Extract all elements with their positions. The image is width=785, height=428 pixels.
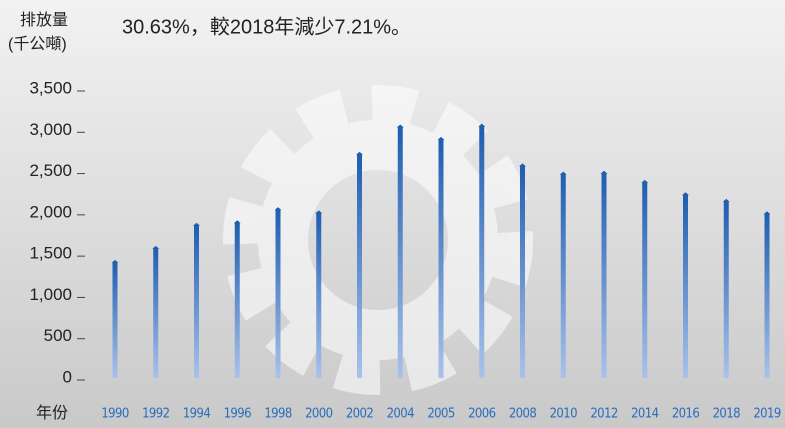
- x-tick-label: 2002: [346, 407, 374, 422]
- bar: [437, 136, 445, 378]
- x-tick-label: 2005: [427, 407, 455, 422]
- bar: [519, 163, 526, 378]
- bar: [356, 151, 363, 378]
- y-tick-label: 2,000: [29, 202, 72, 221]
- x-tick-label: 1998: [264, 407, 292, 422]
- x-tick-label: 2018: [713, 407, 741, 422]
- x-tick-label: 1996: [224, 407, 252, 422]
- bar: [233, 220, 241, 378]
- bar: [559, 171, 567, 378]
- chart-title: 30.63%，較2018年減少7.21%。: [122, 15, 411, 38]
- bar: [600, 170, 608, 378]
- bar: [682, 192, 689, 378]
- y-tick-label: 1,000: [29, 285, 72, 304]
- x-tick-label: 2019: [753, 407, 781, 422]
- gear-watermark: [223, 85, 533, 395]
- y-tick-label: 3,000: [29, 120, 72, 139]
- x-tick-label: 1994: [183, 407, 211, 422]
- x-tick-label: 2016: [672, 407, 700, 422]
- x-tick-label: 2004: [387, 407, 415, 422]
- bar: [478, 123, 486, 379]
- y-axis-label: (千公噸): [8, 35, 67, 53]
- x-tick-label: 2006: [468, 407, 496, 422]
- bar: [274, 207, 282, 378]
- x-tick-label: 1990: [101, 407, 129, 422]
- x-axis-label: 年份: [36, 404, 68, 422]
- bar: [763, 211, 771, 378]
- x-tick-label: 2000: [305, 407, 333, 422]
- y-tick-label: 0: [63, 367, 72, 386]
- y-axis-label: 排放量: [20, 11, 68, 29]
- bar: [152, 245, 160, 378]
- x-tick-label: 1992: [142, 407, 170, 422]
- x-tick-label: 2012: [590, 407, 618, 422]
- bar: [396, 124, 404, 379]
- bar: [111, 259, 119, 378]
- y-tick-label: 3,500: [29, 78, 72, 97]
- bar: [193, 222, 200, 378]
- bar: [641, 179, 649, 378]
- x-tick-label: 2008: [509, 407, 537, 422]
- x-tick-label: 2014: [631, 407, 659, 422]
- bar: [315, 210, 323, 378]
- bar: [722, 198, 730, 378]
- y-tick-label: 500: [44, 326, 72, 345]
- y-tick-label: 2,500: [29, 161, 72, 180]
- y-tick-label: 1,500: [29, 244, 72, 263]
- x-tick-label: 2010: [550, 407, 578, 422]
